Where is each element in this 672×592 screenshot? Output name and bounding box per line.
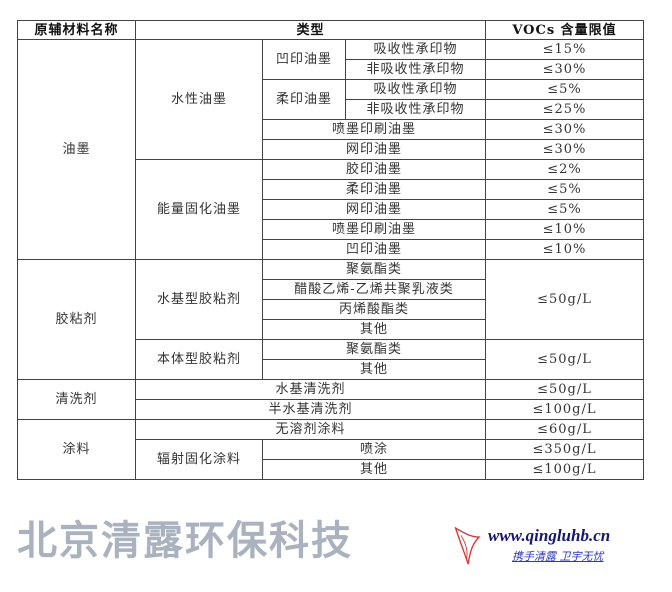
- limit-cell: ≤100g/L: [485, 399, 644, 420]
- subtype-cell: 喷涂: [262, 439, 486, 460]
- limit-cell: ≤5%: [485, 79, 644, 100]
- table-row: 其他: [18, 319, 644, 340]
- voc-limits-table: 原辅材料名称 类型 VOCs 含量限值 油墨 水性油墨 凹印油墨 吸收性承印物 …: [17, 20, 644, 480]
- subtype-cell: 聚氨酯类: [262, 259, 486, 280]
- table-row: 网印油墨 ≤30%: [18, 139, 644, 160]
- table-row: 本体型胶粘剂 聚氨酯类 ≤50g/L: [18, 339, 644, 380]
- limit-cell: ≤50g/L: [485, 259, 644, 340]
- material-cell: 涂料: [17, 419, 136, 480]
- subtype-cell: 胶印油墨: [262, 159, 486, 180]
- subtype-cell: 醋酸乙烯-乙烯共聚乳液类: [262, 279, 486, 300]
- substrate-cell: 吸收性承印物: [345, 79, 486, 100]
- category-cell: 本体型胶粘剂: [135, 339, 263, 380]
- subtype-cell: 柔印油墨: [262, 79, 346, 120]
- subtype-cell: 柔印油墨: [262, 179, 486, 200]
- limit-cell: ≤100g/L: [485, 459, 644, 480]
- subtype-cell: 喷墨印刷油墨: [262, 119, 486, 140]
- watermark: 北京清露环保科技: [17, 518, 353, 564]
- limit-cell: ≤30%: [485, 59, 644, 80]
- limit-cell: ≤10%: [485, 219, 644, 240]
- category-cell: 无溶剂涂料: [135, 419, 486, 440]
- header-voc-limit: VOCs 含量限值: [485, 20, 644, 40]
- table-row: 能量固化油墨 胶印油墨 ≤2%: [18, 159, 644, 260]
- substrate-cell: 吸收性承印物: [345, 39, 486, 60]
- category-cell: 半水基清洗剂: [135, 399, 486, 420]
- subtype-cell: 网印油墨: [262, 199, 486, 220]
- subtype-cell: 凹印油墨: [262, 239, 486, 260]
- table-row: 凹印油墨 ≤10%: [18, 239, 644, 260]
- table-row: 喷墨印刷油墨 ≤30%: [18, 119, 644, 140]
- limit-cell: ≤50g/L: [485, 379, 644, 400]
- table-row: 清洗剂 水基清洗剂 ≤50g/L: [17, 379, 644, 420]
- substrate-cell: 非吸收性承印物: [345, 99, 486, 120]
- limit-cell: ≤30%: [485, 119, 644, 140]
- limit-cell: ≤350g/L: [485, 439, 644, 460]
- category-cell: 水基清洗剂: [135, 379, 486, 400]
- bird-logo-icon: [454, 526, 481, 565]
- subtype-cell: 凹印油墨: [262, 39, 346, 80]
- table-row: 胶粘剂 水基型胶粘剂 聚氨酯类 ≤50g/L: [17, 259, 644, 380]
- limit-cell: ≤5%: [485, 199, 644, 220]
- material-cell: 胶粘剂: [17, 259, 136, 380]
- subtype-cell: 喷墨印刷油墨: [262, 219, 486, 240]
- category-cell: 能量固化油墨: [135, 159, 263, 260]
- table-row: 其他 ≤100g/L: [18, 459, 644, 480]
- limit-cell: ≤5%: [485, 179, 644, 200]
- table-row: 半水基清洗剂 ≤100g/L: [18, 399, 644, 420]
- logo-url: www.qingluhb.cn: [488, 526, 611, 545]
- header-material: 原辅材料名称: [17, 20, 136, 40]
- site-logo: www.qingluhb.cn 携手清露 卫宇无忧: [452, 522, 657, 572]
- subtype-cell: 网印油墨: [262, 139, 486, 160]
- table-row: 网印油墨 ≤5%: [18, 199, 644, 220]
- table-row: 涂料 无溶剂涂料 ≤60g/L: [17, 419, 644, 480]
- header-row: 原辅材料名称 类型 VOCs 含量限值: [17, 20, 644, 40]
- limit-cell: ≤50g/L: [485, 339, 644, 380]
- subtype-cell: 丙烯酸酯类: [262, 299, 486, 320]
- limit-cell: ≤10%: [485, 239, 644, 260]
- limit-cell: ≤60g/L: [485, 419, 644, 440]
- header-type: 类型: [135, 20, 486, 40]
- limit-cell: ≤2%: [485, 159, 644, 180]
- substrate-cell: 非吸收性承印物: [345, 59, 486, 80]
- limit-cell: ≤30%: [485, 139, 644, 160]
- category-cell: 辐射固化涂料: [135, 439, 263, 480]
- table-row: 油墨 水性油墨 凹印油墨 吸收性承印物 ≤15%: [17, 39, 644, 260]
- table-row: 柔印油墨 ≤5%: [18, 179, 644, 200]
- subtype-cell: 其他: [262, 359, 486, 380]
- subtype-cell: 聚氨酯类: [262, 339, 486, 360]
- category-cell: 水基型胶粘剂: [135, 259, 263, 340]
- limit-cell: ≤25%: [485, 99, 644, 120]
- material-cell: 清洗剂: [17, 379, 136, 420]
- logo-slogan: 携手清露 卫宇无忧: [512, 550, 604, 563]
- limit-cell: ≤15%: [485, 39, 644, 60]
- subtype-cell: 其他: [262, 459, 486, 480]
- category-cell: 水性油墨: [135, 39, 263, 160]
- subtype-cell: 其他: [262, 319, 486, 340]
- table-row: 柔印油墨 吸收性承印物 ≤5%: [18, 79, 644, 120]
- material-cell: 油墨: [17, 39, 136, 260]
